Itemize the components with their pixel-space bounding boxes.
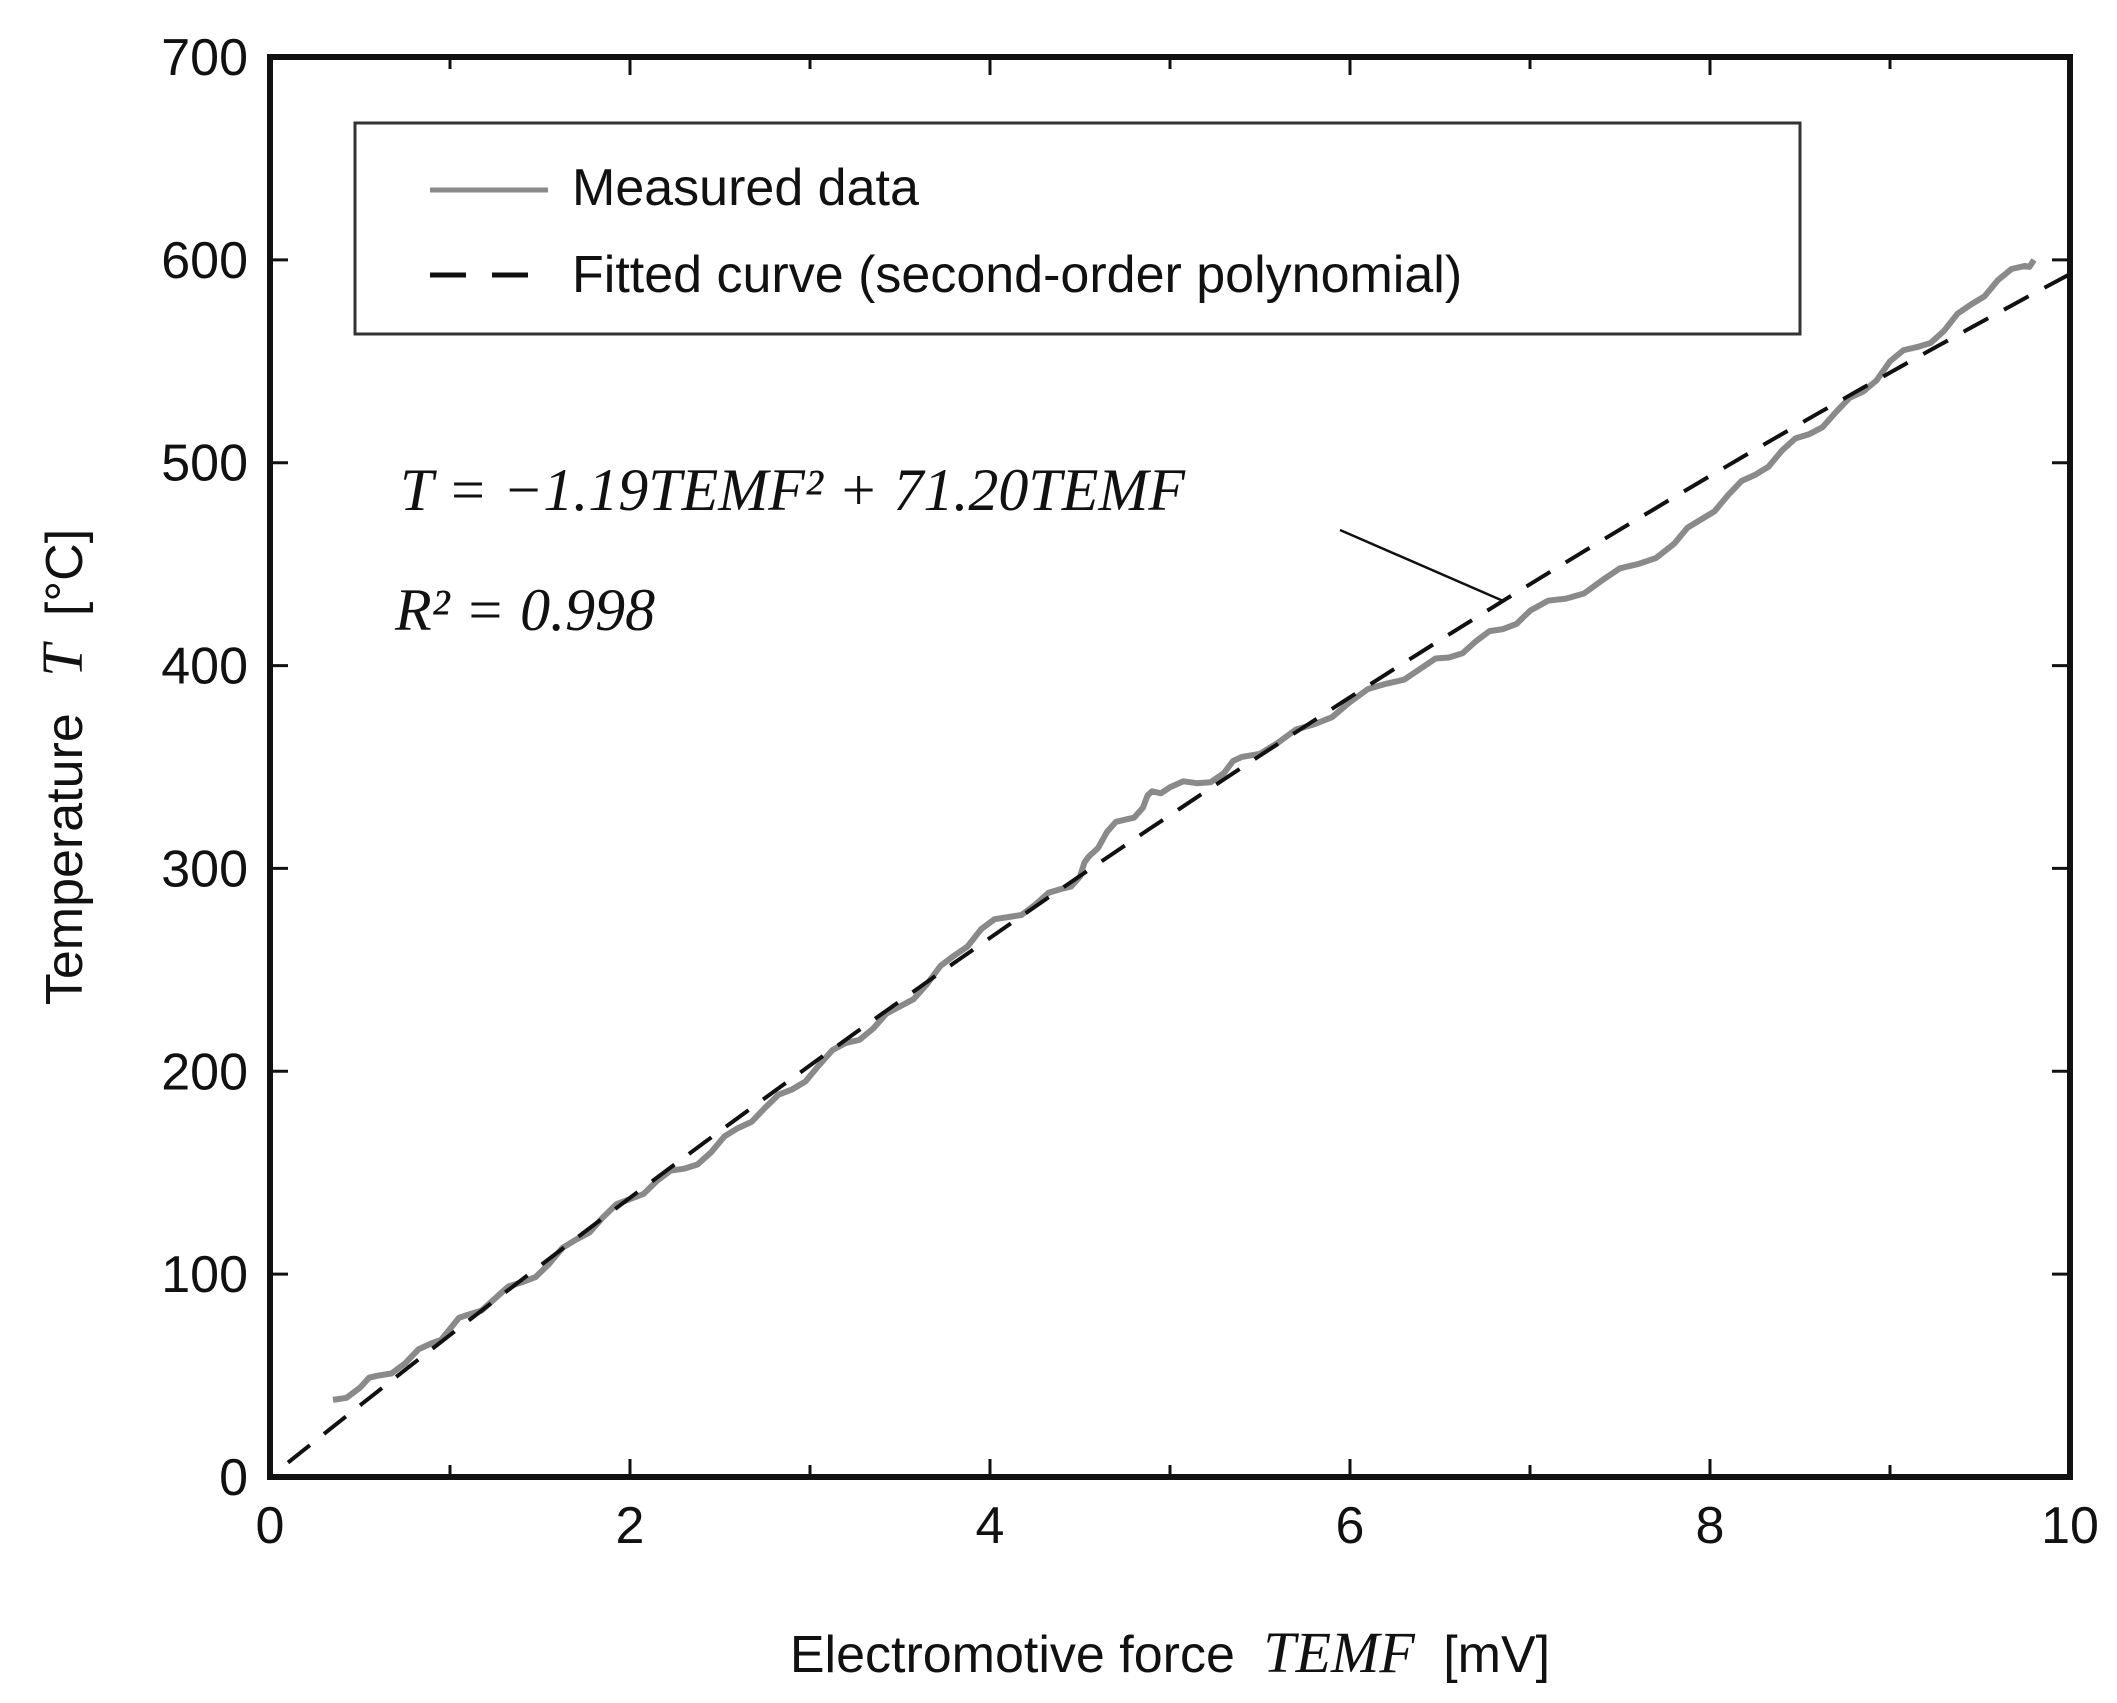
x-tick-label: 2	[616, 1497, 645, 1555]
y-axis-label-var: T	[30, 641, 95, 677]
y-tick-label: 100	[161, 1246, 248, 1304]
x-axis-label-var: TEMF	[1263, 1620, 1415, 1685]
y-axis-label: Temperature T [°C]	[30, 529, 95, 1005]
legend: Measured data Fitted curve (second-order…	[353, 121, 1802, 336]
y-axis-label-prefix: Temperature	[36, 713, 94, 1005]
r-squared-annotation: R² = 0.998	[394, 577, 655, 643]
x-axis-ticks: 0 2 4 6 8 10	[256, 57, 2099, 1555]
y-tick-label: 300	[161, 840, 248, 898]
y-tick-label: 600	[161, 232, 248, 290]
y-tick-label: 500	[161, 435, 248, 493]
x-axis-label: Electromotive force TEMF [mV]	[790, 1620, 1550, 1685]
y-axis-label-unit: [°C]	[36, 529, 94, 616]
x-axis-label-prefix: Electromotive force	[790, 1626, 1235, 1684]
legend-box	[353, 121, 1802, 336]
y-tick-label: 700	[161, 29, 248, 87]
legend-measured-label: Measured data	[572, 159, 919, 217]
y-tick-label: 400	[161, 638, 248, 696]
y-tick-label: 200	[161, 1043, 248, 1101]
equation-annotation: T = −1.19TEMF² + 71.20TEMF	[400, 457, 1186, 523]
legend-fitted-label: Fitted curve (second-order polynomial)	[572, 246, 1462, 304]
annotation-leader-line	[1339, 528, 1504, 603]
series-fitted-curve	[286, 272, 2071, 1465]
x-tick-label: 6	[1336, 1497, 1365, 1555]
y-tick-label: 0	[219, 1449, 248, 1507]
x-axis-label-unit: [mV]	[1443, 1626, 1550, 1684]
x-tick-label: 8	[1696, 1497, 1725, 1555]
x-tick-label: 10	[2041, 1497, 2099, 1555]
y-axis-ticks: 0 100 200 300 400 500 600 700	[161, 29, 2070, 1507]
x-tick-label: 0	[256, 1497, 285, 1555]
x-tick-label: 4	[976, 1497, 1005, 1555]
series-layer	[286, 258, 2071, 1465]
